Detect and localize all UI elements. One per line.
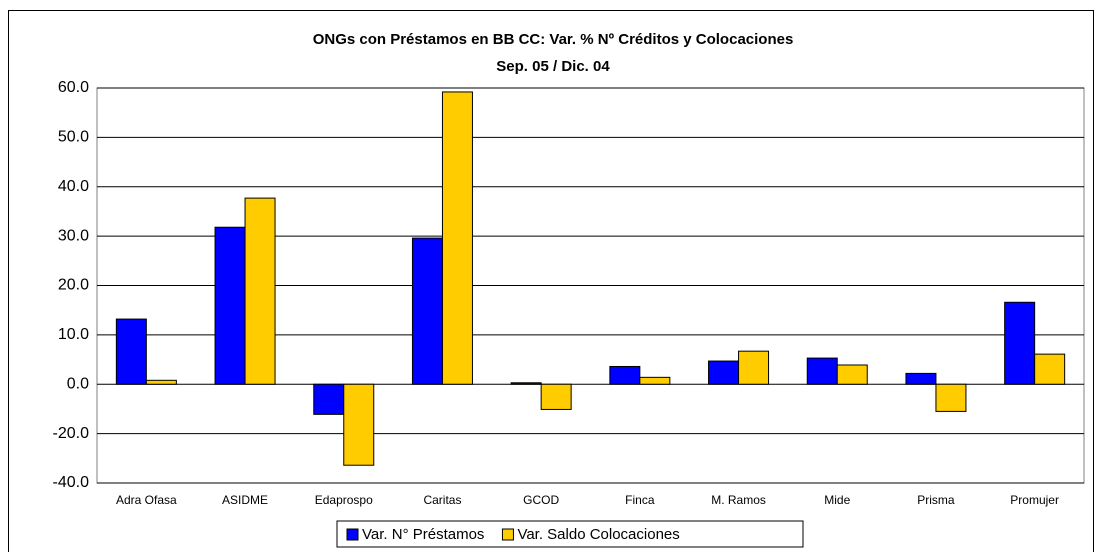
bar <box>836 364 868 385</box>
bar <box>708 360 740 385</box>
bar <box>411 237 443 385</box>
chart-title: ONGs con Préstamos en BB CC: Var. % Nº C… <box>313 31 794 48</box>
x-tick-label: Finca <box>625 493 655 507</box>
bar <box>639 376 671 385</box>
bar <box>214 226 246 385</box>
x-tick-label: ASIDME <box>222 493 268 507</box>
bar <box>905 372 937 385</box>
legend-swatch <box>346 528 359 541</box>
bar <box>313 383 345 415</box>
bar <box>1034 353 1066 385</box>
y-tick-label: 40.0 <box>58 178 89 195</box>
legend-swatch <box>501 528 514 541</box>
y-tick-label: 50.0 <box>58 129 89 146</box>
bar <box>1004 301 1036 385</box>
x-tick-label: GCOD <box>523 493 559 507</box>
bar <box>244 197 276 385</box>
bar <box>115 318 147 385</box>
x-tick-label: Edaprospo <box>315 493 373 507</box>
x-tick-label: Promujer <box>1010 493 1059 507</box>
y-tick-label: -40.0 <box>53 474 90 491</box>
y-tick-label: -20.0 <box>53 425 90 442</box>
x-tick-label: Caritas <box>423 493 461 507</box>
legend-box <box>336 520 804 548</box>
legend-label: Var. N° Préstamos <box>362 526 484 543</box>
y-tick-label: 30.0 <box>58 227 89 244</box>
bar <box>738 350 770 385</box>
bar <box>441 91 473 385</box>
bar <box>145 379 177 385</box>
bar <box>540 383 572 410</box>
legend-label: Var. Saldo Colocaciones <box>517 526 679 543</box>
y-tick-label: 0.0 <box>67 375 89 392</box>
bar <box>343 383 375 466</box>
bar <box>806 357 838 385</box>
y-tick-label: 20.0 <box>58 277 89 294</box>
x-tick-label: Adra Ofasa <box>116 493 177 507</box>
bar <box>510 382 542 385</box>
chart-subtitle: Sep. 05 / Dic. 04 <box>496 58 610 75</box>
bar <box>935 383 967 412</box>
y-tick-label: 10.0 <box>58 326 89 343</box>
x-tick-label: Mide <box>824 493 850 507</box>
x-tick-label: M. Ramos <box>711 493 766 507</box>
bar <box>609 365 641 385</box>
x-tick-label: Prisma <box>917 493 955 507</box>
y-tick-label: 60.0 <box>58 79 89 96</box>
